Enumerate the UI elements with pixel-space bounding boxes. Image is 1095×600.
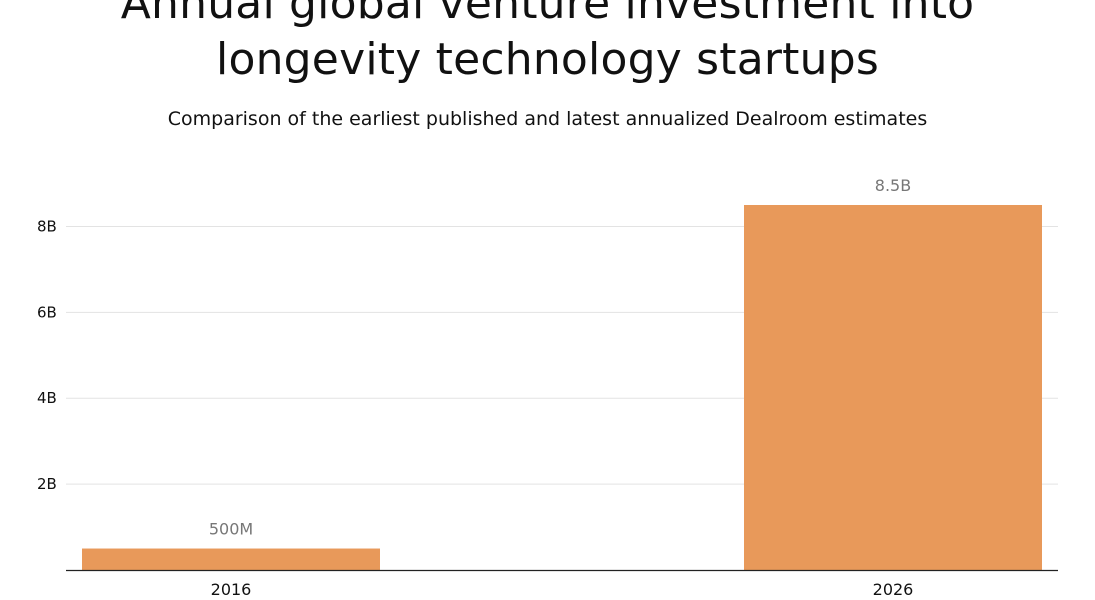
- chart-labels: 2B 4B 6B 8B 500M 2016 8.5B 2026: [37, 176, 913, 599]
- data-label-2016: 500M: [209, 520, 253, 539]
- chart-title-line-2: longevity technology startups: [216, 34, 879, 85]
- chart-title: Annual global venture investment into lo…: [0, 0, 1095, 88]
- y-tick-label: 2B: [37, 475, 57, 493]
- bars: [82, 205, 1042, 570]
- y-tick-label: 6B: [37, 303, 57, 321]
- data-label-2026: 8.5B: [875, 176, 911, 195]
- chart-subtitle: Comparison of the earliest published and…: [167, 108, 928, 130]
- x-tick-label-2026: 2026: [873, 580, 914, 599]
- chart-title-line-1: Annual global venture investment into: [120, 0, 975, 29]
- y-tick-label: 4B: [37, 389, 57, 407]
- bar-2016: [82, 548, 380, 570]
- bar-2026: [744, 205, 1042, 570]
- x-tick-label-2016: 2016: [211, 580, 252, 599]
- y-tick-label: 8B: [37, 217, 57, 235]
